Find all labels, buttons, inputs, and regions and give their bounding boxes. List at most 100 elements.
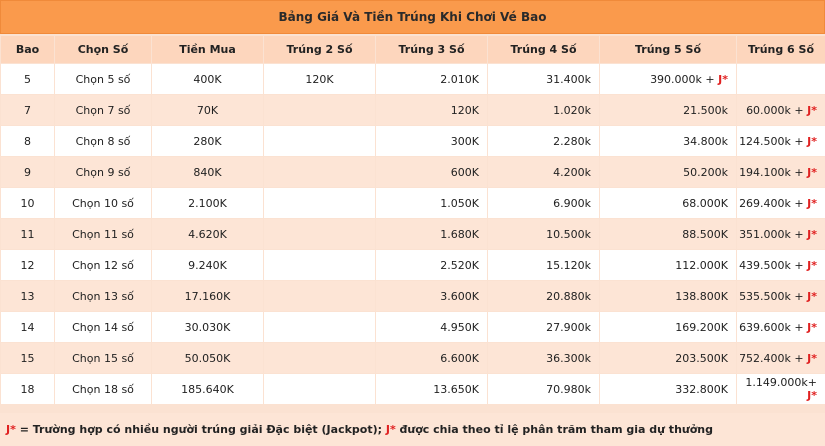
cell-chon-so: Chọn 10 số bbox=[55, 188, 151, 218]
cell-trung-5: 68.000K bbox=[600, 188, 736, 218]
cell-trung-6-value: 351.000k + bbox=[739, 227, 804, 241]
cell-trung-4: 6.900k bbox=[488, 188, 599, 218]
table-row: 9 Chọn 9 số 840K 600K 4.200k 50.200k 194.100k … bbox=[1, 157, 825, 187]
cell-bao-value: 8 bbox=[24, 134, 31, 148]
cell-trung-5-value: 332.800K bbox=[675, 382, 728, 396]
cell-trung-2 bbox=[264, 157, 375, 187]
cell-chon-so-value: Chọn 11 số bbox=[72, 227, 134, 241]
jackpot-marker: J* bbox=[807, 134, 817, 148]
cell-trung-3: 300K bbox=[376, 126, 487, 156]
cell-trung-4: 10.500k bbox=[488, 219, 599, 249]
cell-bao-value: 7 bbox=[24, 103, 31, 117]
table-row: 10 Chọn 10 số 2.100K 1.050K 6.900k 68.000K 269… bbox=[1, 188, 825, 218]
cell-trung-6: 194.100k + J* bbox=[737, 157, 825, 187]
cell-trung-2 bbox=[264, 250, 375, 280]
cell-chon-so: Chọn 14 số bbox=[55, 312, 151, 342]
table-row: 5 Chọn 5 số 400K 120K 2.010K 31.400k 390.000k … bbox=[1, 64, 825, 94]
cell-trung-2 bbox=[264, 343, 375, 373]
cell-tien-mua: 840K bbox=[152, 157, 263, 187]
cell-tien-mua-value: 185.640K bbox=[181, 382, 234, 396]
cell-trung-2: 120K bbox=[264, 64, 375, 94]
footer-jackpot-marker: J* bbox=[6, 423, 16, 436]
cell-tien-mua-value: 280K bbox=[193, 134, 222, 148]
cell-bao-value: 15 bbox=[20, 351, 35, 365]
cell-trung-5-value: 34.800k bbox=[683, 134, 728, 148]
cell-chon-so: Chọn 5 số bbox=[55, 64, 151, 94]
table-row: 18 Chọn 18 số 185.640K 13.650K 70.980k 332.80… bbox=[1, 374, 825, 404]
cell-chon-so: Chọn 11 số bbox=[55, 219, 151, 249]
cell-trung-5: 112.000K bbox=[600, 250, 736, 280]
cell-tien-mua: 17.160K bbox=[152, 281, 263, 311]
cell-trung-6-value: 124.500k + bbox=[739, 134, 804, 148]
cell-trung-6: 351.000k + J* bbox=[737, 219, 825, 249]
cell-trung-5-value: 68.000K bbox=[682, 196, 728, 210]
cell-bao-value: 11 bbox=[20, 227, 35, 241]
table-row: 8 Chọn 8 số 280K 300K 2.280k 34.800k 124.500k … bbox=[1, 126, 825, 156]
cell-trung-6: 60.000k + J* bbox=[737, 95, 825, 125]
cell-chon-so-value: Chọn 5 số bbox=[75, 72, 131, 86]
cell-chon-so-value: Chọn 10 số bbox=[72, 196, 134, 210]
cell-trung-2 bbox=[264, 281, 375, 311]
cell-trung-3: 4.950K bbox=[376, 312, 487, 342]
cell-tien-mua: 70K bbox=[152, 95, 263, 125]
cell-tien-mua-value: 50.050K bbox=[184, 351, 231, 365]
cell-trung-2 bbox=[264, 219, 375, 249]
cell-trung-2-value: 120K bbox=[305, 72, 334, 86]
cell-trung-3: 6.600K bbox=[376, 343, 487, 373]
cell-tien-mua-value: 30.030K bbox=[184, 320, 231, 334]
cell-tien-mua: 2.100K bbox=[152, 188, 263, 218]
cell-trung-4-value: 6.900k bbox=[553, 196, 591, 210]
cell-trung-6-value: 269.400k + bbox=[739, 196, 804, 210]
cell-trung-5: 332.800K bbox=[600, 374, 736, 404]
cell-trung-2 bbox=[264, 126, 375, 156]
table-row: 12 Chọn 12 số 9.240K 2.520K 15.120k 112.000K 4… bbox=[1, 250, 825, 280]
cell-chon-so: Chọn 12 số bbox=[55, 250, 151, 280]
cell-trung-4: 4.200k bbox=[488, 157, 599, 187]
cell-trung-6: 439.500k + J* bbox=[737, 250, 825, 280]
cell-trung-2 bbox=[264, 95, 375, 125]
cell-trung-6-value: 639.600k + bbox=[739, 320, 804, 334]
cell-trung-5: 21.500k bbox=[600, 95, 736, 125]
cell-trung-6: 1.149.000k+ J* bbox=[737, 374, 825, 404]
cell-bao: 15 bbox=[1, 343, 54, 373]
table-row: 7 Chọn 7 số 70K 120K 1.020k 21.500k 60.000k + … bbox=[1, 95, 825, 125]
jackpot-marker: J* bbox=[807, 289, 817, 303]
table-row: 15 Chọn 15 số 50.050K 6.600K 36.300k 203.500K… bbox=[1, 343, 825, 373]
cell-trung-3: 3.600K bbox=[376, 281, 487, 311]
cell-tien-mua: 9.240K bbox=[152, 250, 263, 280]
cell-trung-6: 535.500k + J* bbox=[737, 281, 825, 311]
cell-tien-mua-value: 4.620K bbox=[188, 227, 227, 241]
jackpot-marker: J* bbox=[807, 103, 817, 117]
cell-bao-value: 18 bbox=[20, 382, 35, 396]
footer-jackpot-marker-2: J* bbox=[385, 423, 396, 436]
cell-trung-4-value: 70.980k bbox=[546, 382, 591, 396]
cell-trung-5: 203.500K bbox=[600, 343, 736, 373]
cell-bao-value: 14 bbox=[20, 320, 35, 334]
cell-trung-2 bbox=[264, 188, 375, 218]
footer-note: J* = Trường hợp có nhiều người trúng giả… bbox=[0, 413, 825, 446]
cell-bao-value: 13 bbox=[20, 289, 35, 303]
cell-trung-4: 20.880k bbox=[488, 281, 599, 311]
header-tien-mua: Tiền Mua bbox=[152, 36, 263, 63]
cell-trung-3-value: 13.650K bbox=[433, 382, 479, 396]
cell-trung-5: 169.200K bbox=[600, 312, 736, 342]
table-row: 13 Chọn 13 số 17.160K 3.600K 20.880k 138.800K… bbox=[1, 281, 825, 311]
cell-tien-mua-value: 2.100K bbox=[188, 196, 227, 210]
cell-trung-6: 124.500k + J* bbox=[737, 126, 825, 156]
cell-tien-mua: 400K bbox=[152, 64, 263, 94]
cell-chon-so-value: Chọn 18 số bbox=[72, 382, 134, 396]
cell-trung-4: 15.120k bbox=[488, 250, 599, 280]
cell-trung-6: 639.600k + J* bbox=[737, 312, 825, 342]
cell-trung-5-value: 112.000K bbox=[675, 258, 728, 272]
cell-trung-5-value: 169.200K bbox=[675, 320, 728, 334]
cell-trung-3: 600K bbox=[376, 157, 487, 187]
cell-trung-3-value: 1.050K bbox=[440, 196, 479, 210]
footer-text-1: = Trường hợp có nhiều người trúng giải Đ… bbox=[15, 423, 386, 436]
cell-trung-5-value: 390.000k + bbox=[650, 72, 715, 86]
cell-chon-so-value: Chọn 13 số bbox=[72, 289, 134, 303]
cell-trung-3: 1.680K bbox=[376, 219, 487, 249]
cell-trung-4: 1.020k bbox=[488, 95, 599, 125]
table-row: 14 Chọn 14 số 30.030K 4.950K 27.900k 169.200K… bbox=[1, 312, 825, 342]
cell-bao-value: 5 bbox=[24, 72, 31, 86]
